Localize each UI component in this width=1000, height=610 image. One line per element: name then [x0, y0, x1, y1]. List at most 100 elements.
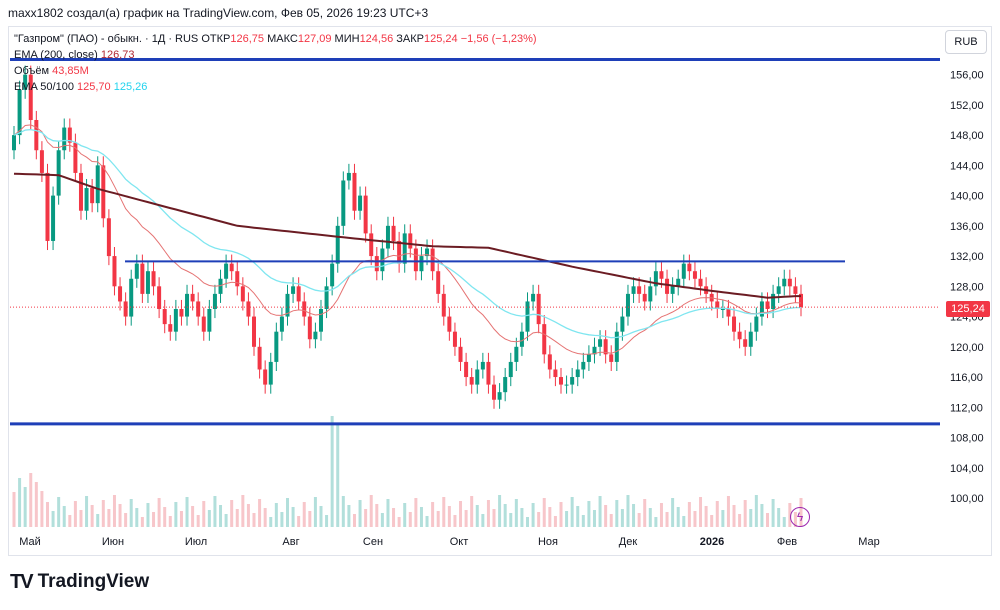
- volume-bar: [352, 514, 356, 527]
- candle-body: [397, 240, 402, 264]
- candle-body: [252, 316, 257, 347]
- volume-bar: [185, 497, 189, 527]
- volume-bar: [258, 499, 262, 527]
- volume-bar: [313, 497, 317, 527]
- volume-bar: [470, 496, 474, 527]
- ema50-100-row[interactable]: EMA 50/100 125,70 125,26: [14, 79, 537, 95]
- volume-bar: [85, 496, 89, 527]
- candle-body: [464, 361, 469, 378]
- volume-bar: [302, 502, 306, 527]
- volume-row[interactable]: Объём 43,85M: [14, 63, 537, 79]
- candle-body: [698, 278, 703, 287]
- volume-bar: [408, 512, 412, 527]
- candle-body: [263, 369, 268, 385]
- y-tick-label: 136,00: [950, 221, 984, 233]
- volume-bar: [503, 504, 507, 527]
- candle-body: [274, 331, 279, 362]
- candle-body: [179, 309, 184, 317]
- volume-bar: [788, 503, 792, 527]
- open-label: ОТКР: [201, 33, 231, 45]
- candle-body: [318, 309, 323, 332]
- y-tick-label: 128,00: [950, 281, 984, 293]
- candle-body: [497, 392, 502, 400]
- volume-bar: [749, 509, 753, 527]
- volume-bar: [29, 473, 33, 527]
- candle-body: [614, 331, 619, 362]
- ema200-label: EMA (200, close): [14, 49, 98, 61]
- volume-bar: [40, 491, 44, 527]
- volume-bar: [129, 499, 133, 527]
- volume-bar: [23, 487, 27, 527]
- volume-bar: [481, 514, 485, 527]
- volume-bar: [526, 517, 530, 527]
- volume-bar: [687, 502, 691, 527]
- candle-body: [759, 301, 764, 317]
- symbol-name[interactable]: "Газпром" (ПАО) - обыкн. · 1Д · RUS: [14, 33, 199, 45]
- candle-body: [358, 195, 363, 211]
- volume-bar: [174, 502, 178, 527]
- volume-bar: [403, 503, 407, 527]
- candle-body: [307, 316, 312, 340]
- volume-bar: [486, 500, 490, 527]
- x-tick-label: Дек: [619, 536, 638, 548]
- volume-label: Объём: [14, 65, 50, 77]
- bolt-icon[interactable]: ϟ: [790, 507, 810, 527]
- volume-bar: [637, 513, 641, 527]
- volume-bar: [285, 498, 289, 527]
- candle-body: [196, 301, 201, 317]
- candle-body: [586, 354, 591, 362]
- candle-body: [659, 271, 664, 279]
- logo-text: TradingView: [37, 571, 150, 592]
- candle-body: [45, 172, 50, 241]
- x-tick-label: Окт: [450, 536, 469, 548]
- volume-bar: [163, 507, 167, 527]
- volume-bar: [152, 512, 156, 527]
- volume-bar: [587, 501, 591, 527]
- volume-bar: [710, 515, 714, 527]
- volume-bar: [341, 496, 345, 527]
- chart-frame[interactable]: [8, 26, 992, 556]
- y-tick-label: 116,00: [950, 372, 983, 384]
- volume-bar: [241, 495, 245, 527]
- chart-legend: "Газпром" (ПАО) - обыкн. · 1Д · RUS ОТКР…: [14, 31, 537, 95]
- y-tick-label: 100,00: [950, 493, 984, 505]
- volume-bar: [263, 508, 267, 527]
- ema200-row[interactable]: EMA (200, close) 126,73: [14, 47, 537, 63]
- candle-body: [681, 263, 686, 279]
- candle-body: [620, 316, 625, 332]
- candle-body: [558, 377, 563, 385]
- candle-body: [246, 301, 251, 317]
- candle-body: [240, 286, 245, 302]
- volume-bar: [581, 515, 585, 527]
- candle-body: [229, 263, 234, 272]
- candle-body: [51, 195, 56, 241]
- volume-bar: [90, 505, 94, 527]
- candle-body: [34, 120, 39, 151]
- volume-bar: [592, 510, 596, 527]
- candle-body: [732, 316, 737, 332]
- candle-body: [692, 271, 697, 279]
- candle-body: [218, 278, 223, 294]
- candle-body: [190, 293, 195, 302]
- volume-bar: [754, 495, 758, 527]
- candle-body: [525, 301, 530, 332]
- candle-body: [168, 324, 173, 332]
- x-tick-label: Ноя: [538, 536, 558, 548]
- candle-body: [687, 263, 692, 272]
- volume-bar: [570, 497, 574, 527]
- volume-bar: [459, 501, 463, 527]
- candle-body: [84, 188, 89, 211]
- candle-body: [296, 286, 301, 302]
- candle-body: [592, 346, 597, 355]
- volume-bar: [325, 515, 329, 527]
- candle-body: [129, 278, 134, 317]
- candle-body: [268, 361, 273, 385]
- volume-bar: [68, 515, 72, 527]
- currency-button[interactable]: RUB: [945, 30, 987, 54]
- volume-bar: [12, 492, 16, 527]
- candle-body: [575, 369, 580, 378]
- candle-body: [363, 195, 368, 234]
- tradingview-logo[interactable]: TV TradingView: [10, 570, 149, 594]
- candle-body: [235, 271, 240, 287]
